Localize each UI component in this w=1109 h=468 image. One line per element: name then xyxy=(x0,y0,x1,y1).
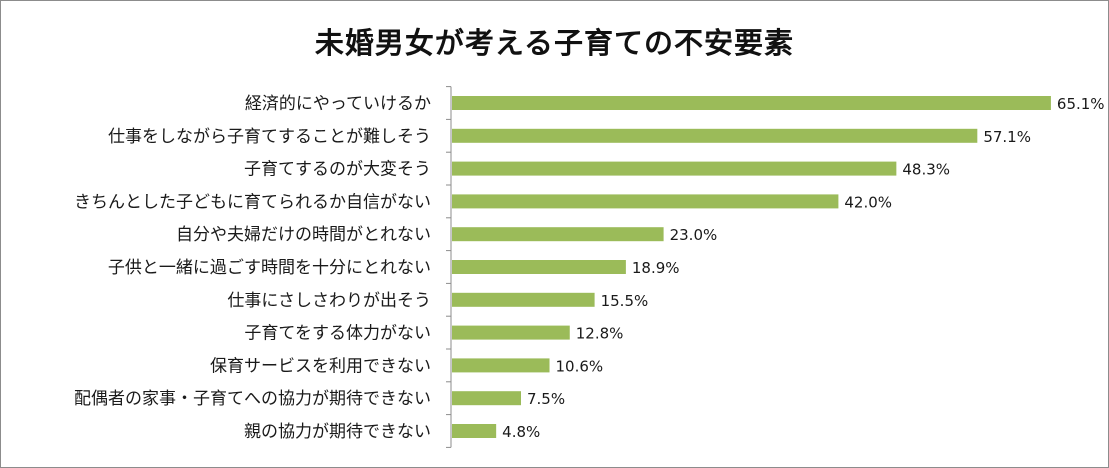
value-label: 10.6% xyxy=(556,357,604,375)
chart-title: 未婚男女が考える子育ての不安要素 xyxy=(314,26,795,60)
category-label: 子育てをする体力がない xyxy=(244,324,431,344)
value-label: 42.0% xyxy=(844,193,892,211)
category-label: 仕事にさしさわりが出そう xyxy=(227,291,431,311)
value-label: 15.5% xyxy=(601,292,649,310)
bar xyxy=(452,260,626,274)
value-label: 4.8% xyxy=(502,423,540,441)
bar xyxy=(452,358,550,373)
bar xyxy=(452,391,521,406)
bar xyxy=(452,161,897,176)
category-label: 子供と一緒に過ごす時間を十分にとれない xyxy=(108,258,431,278)
bar xyxy=(452,424,497,438)
value-label: 57.1% xyxy=(983,128,1031,146)
value-label: 65.1% xyxy=(1057,95,1105,113)
bar xyxy=(452,96,1051,110)
category-label: 仕事をしながら子育てすることが難しそう xyxy=(108,127,431,147)
value-label: 48.3% xyxy=(902,161,950,179)
category-label: 経済的にやっていけるか xyxy=(245,94,431,114)
bar xyxy=(452,194,839,209)
bar xyxy=(452,325,570,340)
bar xyxy=(452,292,595,307)
category-label: 配偶者の家事・子育てへの協力が期待できない xyxy=(74,389,431,409)
value-label: 18.9% xyxy=(632,259,680,277)
value-label: 7.5% xyxy=(527,390,565,408)
value-label: 12.8% xyxy=(576,325,624,343)
category-label: 親の協力が期待できない xyxy=(244,422,431,442)
category-label: 保育サービスを利用できない xyxy=(210,356,431,376)
category-label: 自分や夫婦だけの時間がとれない xyxy=(176,225,431,245)
bar xyxy=(452,128,978,143)
category-label: きちんとした子どもに育てられるか自信がない xyxy=(74,192,431,212)
value-label: 23.0% xyxy=(670,226,718,244)
bar xyxy=(452,227,664,242)
category-label: 子育てするのが大変そう xyxy=(244,160,431,180)
